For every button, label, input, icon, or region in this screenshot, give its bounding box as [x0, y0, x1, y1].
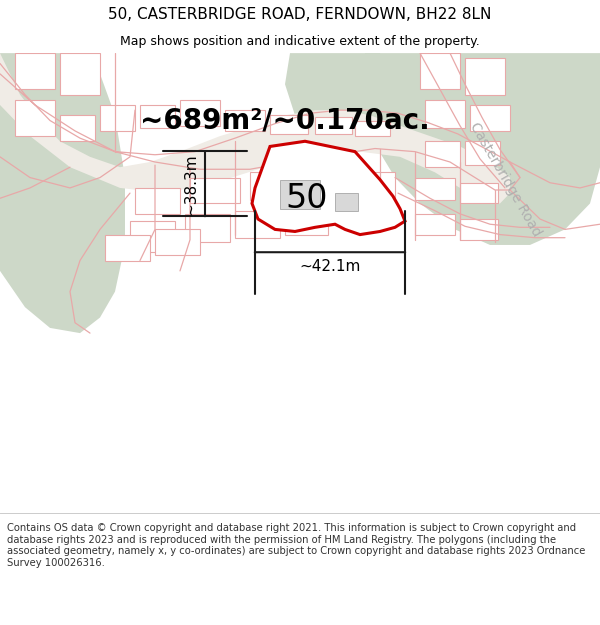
Polygon shape — [225, 110, 265, 131]
Polygon shape — [285, 209, 328, 234]
Polygon shape — [180, 100, 220, 126]
Polygon shape — [252, 141, 405, 234]
Polygon shape — [60, 53, 100, 94]
Polygon shape — [185, 214, 230, 242]
Text: ~42.1m: ~42.1m — [299, 259, 361, 274]
Polygon shape — [135, 188, 180, 214]
Text: Contains OS data © Crown copyright and database right 2021. This information is : Contains OS data © Crown copyright and d… — [7, 523, 586, 568]
Text: ~689m²/~0.170ac.: ~689m²/~0.170ac. — [140, 106, 430, 134]
Polygon shape — [355, 121, 390, 136]
Polygon shape — [105, 234, 150, 261]
Polygon shape — [140, 105, 175, 127]
Polygon shape — [420, 53, 460, 89]
Polygon shape — [235, 211, 280, 238]
Polygon shape — [335, 193, 358, 211]
Polygon shape — [305, 169, 350, 196]
Polygon shape — [0, 53, 125, 333]
Polygon shape — [250, 173, 300, 201]
Polygon shape — [425, 141, 460, 167]
Text: 50, CASTERBRIDGE ROAD, FERNDOWN, BH22 8LN: 50, CASTERBRIDGE ROAD, FERNDOWN, BH22 8L… — [109, 8, 491, 22]
Polygon shape — [155, 229, 200, 256]
Polygon shape — [415, 177, 455, 201]
Polygon shape — [355, 173, 395, 198]
Polygon shape — [15, 53, 55, 89]
Polygon shape — [470, 105, 510, 131]
Polygon shape — [0, 53, 510, 204]
Polygon shape — [15, 100, 55, 136]
Polygon shape — [130, 221, 175, 253]
Text: Casterbridge Road: Casterbridge Road — [467, 120, 544, 239]
Polygon shape — [60, 116, 95, 141]
Polygon shape — [465, 58, 505, 94]
Polygon shape — [280, 179, 320, 209]
Polygon shape — [190, 177, 240, 204]
Text: Map shows position and indicative extent of the property.: Map shows position and indicative extent… — [120, 35, 480, 48]
Polygon shape — [285, 53, 385, 141]
Polygon shape — [415, 214, 455, 234]
Polygon shape — [360, 53, 600, 245]
Polygon shape — [315, 118, 352, 134]
Polygon shape — [270, 116, 308, 134]
Polygon shape — [425, 100, 465, 127]
Polygon shape — [100, 105, 135, 131]
Polygon shape — [460, 182, 498, 204]
Polygon shape — [465, 141, 500, 165]
Text: 50: 50 — [286, 182, 328, 215]
Polygon shape — [460, 219, 498, 240]
Text: ~38.3m: ~38.3m — [184, 153, 199, 214]
